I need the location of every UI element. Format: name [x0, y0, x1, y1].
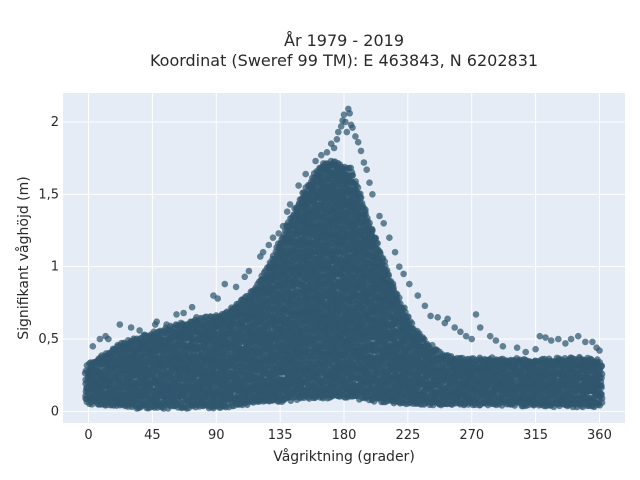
- data-point: [349, 172, 357, 179]
- data-point: [354, 184, 362, 191]
- data-points: [81, 105, 606, 412]
